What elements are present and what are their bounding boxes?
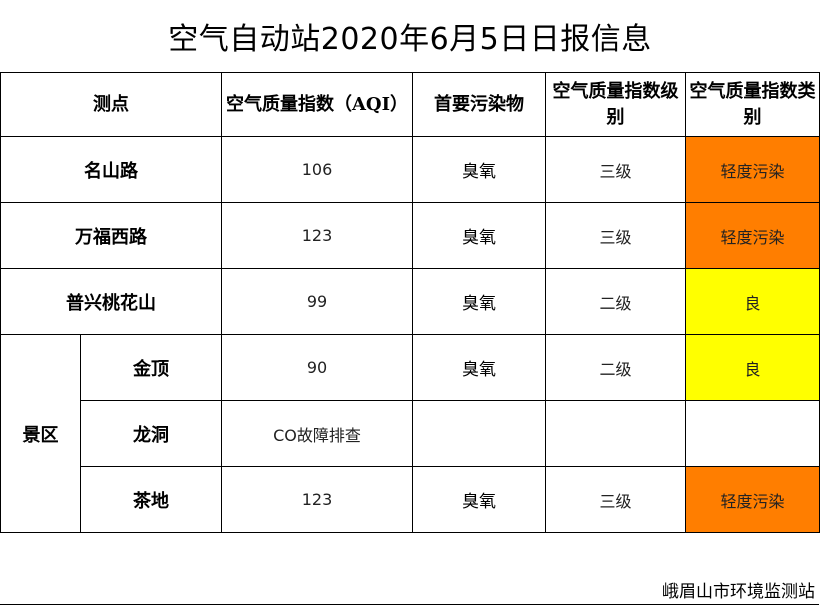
point-name: 金顶 bbox=[80, 334, 222, 401]
aqi-value: 123 bbox=[221, 466, 413, 533]
primary-pollutant: 臭氧 bbox=[412, 202, 546, 269]
aqi-table: 测点 空气质量指数（AQI） 首要污染物 空气质量指数级别 空气质量指数类别 名… bbox=[0, 72, 820, 533]
scenic-area-label: 景区 bbox=[0, 334, 81, 533]
aqi-category: 轻度污染 bbox=[685, 136, 820, 203]
aqi-value: 99 bbox=[221, 268, 413, 335]
aqi-value: CO故障排查 bbox=[221, 400, 413, 467]
report-title: 空气自动站2020年6月5日日报信息 bbox=[168, 22, 652, 57]
primary-pollutant: 臭氧 bbox=[412, 268, 546, 335]
table-row: 景区 金顶 90 臭氧 二级 良 bbox=[0, 334, 820, 533]
header-aqi: 空气质量指数（AQI） bbox=[221, 72, 413, 137]
header-row: 测点 空气质量指数（AQI） 首要污染物 空气质量指数级别 空气质量指数类别 bbox=[0, 72, 820, 137]
aqi-level: 二级 bbox=[545, 334, 686, 401]
header-point: 测点 bbox=[0, 72, 222, 137]
aqi-category: 轻度污染 bbox=[685, 466, 820, 533]
aqi-category: 良 bbox=[685, 334, 820, 401]
table-row: 万福西路 123 臭氧 三级 轻度污染 bbox=[0, 202, 820, 269]
primary-pollutant: 臭氧 bbox=[412, 136, 546, 203]
point-name: 普兴桃花山 bbox=[0, 268, 222, 335]
aqi-category: 良 bbox=[685, 268, 820, 335]
aqi-category: 轻度污染 bbox=[685, 202, 820, 269]
aqi-level: 三级 bbox=[545, 202, 686, 269]
footer-spacer bbox=[0, 532, 819, 576]
header-level: 空气质量指数级别 bbox=[545, 72, 686, 137]
aqi-level: 二级 bbox=[545, 268, 686, 335]
point-name: 名山路 bbox=[0, 136, 222, 203]
table-row: 名山路 106 臭氧 三级 轻度污染 bbox=[0, 136, 820, 203]
primary-pollutant bbox=[412, 400, 546, 467]
aqi-value: 123 bbox=[221, 202, 413, 269]
aqi-level bbox=[545, 400, 686, 467]
primary-pollutant: 臭氧 bbox=[412, 334, 546, 401]
aqi-level: 三级 bbox=[545, 466, 686, 533]
table-row: 茶地 123 臭氧 三级 轻度污染 bbox=[1, 466, 820, 533]
header-category: 空气质量指数类别 bbox=[685, 72, 820, 137]
footer: 峨眉山市环境监测站 bbox=[0, 532, 819, 605]
aqi-level: 三级 bbox=[545, 136, 686, 203]
primary-pollutant: 臭氧 bbox=[412, 466, 546, 533]
point-name: 万福西路 bbox=[0, 202, 222, 269]
point-name: 龙洞 bbox=[80, 400, 222, 467]
point-name: 茶地 bbox=[80, 466, 222, 533]
header-pollutant: 首要污染物 bbox=[412, 72, 546, 137]
table-row: 普兴桃花山 99 臭氧 二级 良 bbox=[0, 268, 820, 335]
aqi-value: 90 bbox=[221, 334, 413, 401]
station-name: 峨眉山市环境监测站 bbox=[662, 582, 815, 602]
aqi-category bbox=[685, 400, 820, 467]
aqi-value: 106 bbox=[221, 136, 413, 203]
table-row: 龙洞 CO故障排查 bbox=[1, 400, 820, 467]
